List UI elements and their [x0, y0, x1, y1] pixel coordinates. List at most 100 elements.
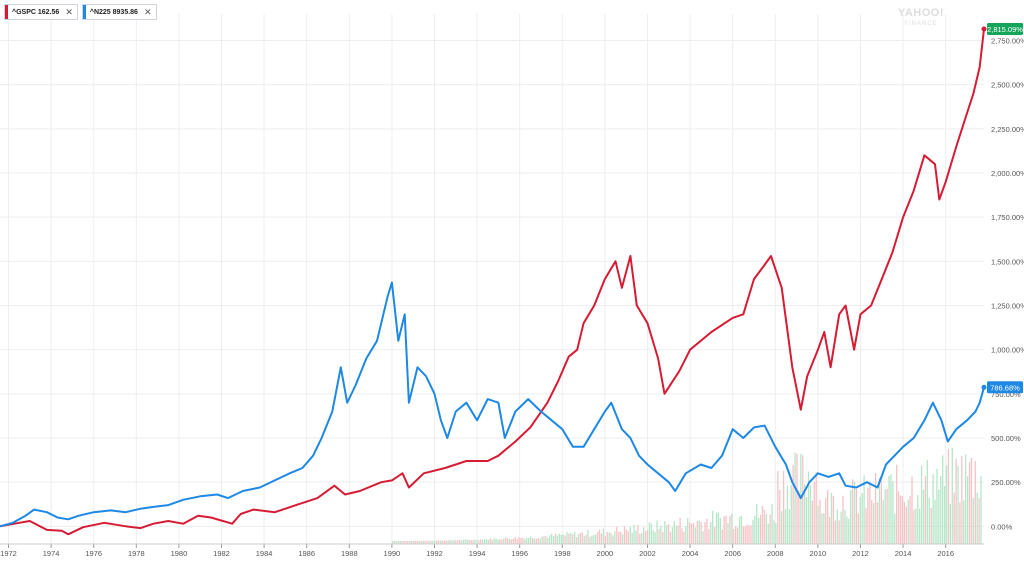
volume-bar: [654, 532, 656, 544]
volume-bar: [888, 476, 890, 544]
volume-bar: [669, 531, 672, 544]
volume-bar: [715, 512, 718, 544]
volume-bar: [719, 517, 721, 544]
volume-bar: [781, 511, 783, 544]
volume-bar: [731, 513, 733, 544]
volume-bar: [570, 533, 572, 544]
volume-bar: [723, 516, 725, 544]
volume-bar: [610, 533, 612, 544]
volume-bar: [489, 538, 491, 544]
volume-bar: [725, 515, 727, 544]
volume-bar: [729, 515, 731, 544]
volume-bar: [911, 476, 913, 544]
volume-bar: [953, 492, 955, 544]
volume-bar: [644, 531, 647, 544]
volume-bar: [564, 535, 566, 544]
volume-bar: [595, 534, 597, 544]
volume-bar: [508, 538, 511, 544]
volume-bar: [441, 540, 444, 544]
volume-bar: [460, 540, 463, 544]
volume-bar: [579, 532, 582, 544]
volume-bar: [951, 447, 953, 544]
volume-bar: [474, 539, 476, 544]
volume-bar: [462, 539, 465, 544]
x-tick-label: 1978: [128, 549, 145, 558]
volume-bar: [882, 500, 884, 544]
volume-bar: [813, 481, 815, 544]
volume-bar: [880, 480, 883, 544]
volume-bar: [608, 532, 610, 544]
volume-bar: [451, 540, 453, 544]
volume-bar: [961, 456, 963, 544]
grid-lines: [0, 14, 984, 544]
volume-bar: [851, 479, 854, 544]
volume-bar: [980, 476, 982, 544]
volume-bar: [503, 538, 505, 544]
x-tick-label: 1984: [256, 549, 273, 558]
volume-bar: [790, 485, 792, 544]
volume-bar: [802, 455, 804, 544]
volume-bar: [437, 540, 440, 544]
volume-bar: [572, 534, 574, 544]
volume-bar: [830, 492, 833, 544]
x-tick-label: 1994: [469, 549, 486, 558]
volume-bar: [972, 498, 975, 544]
volume-bar: [700, 522, 702, 544]
volume-bar: [593, 535, 595, 544]
volume-bar: [666, 525, 668, 544]
volume-bar: [510, 539, 513, 544]
volume-bar: [756, 503, 758, 544]
volume-bar: [746, 524, 748, 544]
volume-bar: [447, 540, 449, 544]
series-end-dot: [981, 384, 987, 390]
volume-bar: [575, 537, 578, 544]
volume-bar: [560, 535, 562, 544]
volume-bar: [562, 534, 564, 544]
volume-bar: [957, 466, 959, 544]
volume-bar: [620, 531, 622, 544]
volume-bar: [974, 461, 976, 544]
volume-bar: [658, 529, 660, 544]
volume-bar: [717, 512, 720, 544]
yahoo-finance-watermark: YAHOO! FINANCE: [898, 8, 944, 30]
volume-bar: [650, 523, 652, 544]
legend-chip-n225[interactable]: ^N225 8935.86 ✕: [81, 4, 157, 20]
volume-bar: [759, 514, 762, 544]
volume-bar: [838, 520, 840, 544]
volume-bar: [639, 533, 641, 544]
volume-bar: [623, 526, 626, 544]
volume-bar: [733, 528, 735, 544]
volume-bar: [919, 508, 921, 544]
volume-bar: [395, 540, 398, 544]
volume-bar: [752, 519, 754, 544]
volume-bars: [391, 447, 982, 544]
volume-bar: [777, 471, 779, 544]
volume-bar: [859, 496, 861, 544]
volume-bar: [535, 538, 537, 544]
volume-bar: [744, 526, 746, 544]
legend-value: 8935.86: [112, 8, 138, 16]
x-tick-label: 1982: [213, 549, 230, 558]
volume-bar: [886, 488, 888, 544]
volume-bar: [827, 489, 829, 544]
x-tick-label: 2010: [810, 549, 827, 558]
volume-bar: [401, 540, 403, 544]
volume-bar: [846, 516, 848, 544]
close-icon[interactable]: ✕: [65, 6, 73, 17]
close-icon[interactable]: ✕: [143, 6, 152, 17]
volume-bar: [784, 509, 787, 544]
volume-bar: [416, 540, 419, 544]
volume-bar: [920, 465, 923, 544]
volume-bar: [621, 534, 624, 544]
volume-bar: [750, 525, 752, 544]
volume-bar: [735, 526, 737, 544]
volume-bar: [934, 499, 936, 544]
volume-bar: [863, 475, 865, 544]
volume-bar: [407, 540, 409, 544]
legend-chip-gspc[interactable]: ^GSPC 162.56 ✕: [4, 4, 78, 20]
volume-bar: [855, 488, 858, 544]
volume-bar: [905, 506, 907, 544]
volume-bar: [520, 538, 522, 544]
volume-bar: [708, 529, 710, 544]
